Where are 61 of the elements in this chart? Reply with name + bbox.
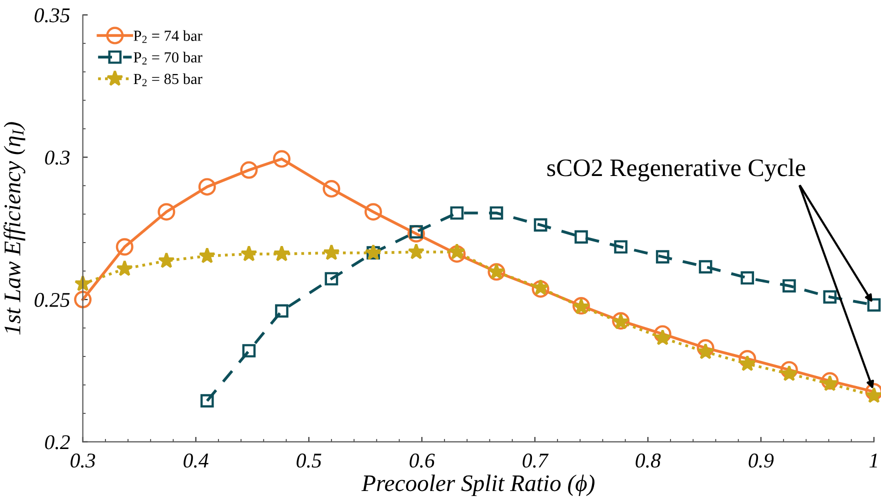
point bbox=[322, 180, 340, 198]
point bbox=[614, 240, 628, 254]
point bbox=[240, 161, 258, 179]
point bbox=[273, 245, 290, 262]
x-tick-label: 0.5 bbox=[296, 454, 322, 468]
point bbox=[200, 394, 214, 408]
x-tick-label: 0.6 bbox=[410, 454, 435, 468]
point bbox=[822, 375, 838, 392]
point bbox=[823, 290, 837, 304]
legend-label: P$_{2}$ = 85 bar bbox=[134, 73, 202, 86]
point bbox=[450, 206, 464, 220]
y-tick-label: 0.3 bbox=[45, 150, 70, 165]
point bbox=[656, 250, 670, 264]
x-tick-label: 0.3 bbox=[70, 454, 96, 468]
point bbox=[867, 298, 881, 312]
x-tick-label: 1 bbox=[869, 454, 877, 468]
y-tick-label: 0.2 bbox=[45, 435, 70, 450]
point bbox=[158, 203, 176, 221]
x-tick-label: 0.7 bbox=[522, 454, 549, 468]
annotation: sCO2 Regenerative Cycle bbox=[547, 158, 806, 182]
point bbox=[74, 290, 92, 308]
y-tick-label: 0.25 bbox=[34, 292, 70, 308]
point bbox=[782, 279, 796, 293]
point bbox=[780, 361, 798, 379]
point bbox=[448, 243, 466, 260]
point bbox=[490, 206, 504, 220]
point bbox=[324, 272, 338, 286]
legend-label: P$_{2}$ = 70 bar bbox=[134, 52, 202, 64]
y-tick-label: 0.35 bbox=[34, 8, 70, 22]
legend-label: P$_{2}$ = 74 bar bbox=[134, 30, 202, 43]
point bbox=[574, 230, 588, 244]
point bbox=[198, 178, 216, 196]
point bbox=[740, 271, 754, 285]
point bbox=[654, 325, 672, 343]
point bbox=[198, 247, 216, 264]
point bbox=[116, 238, 134, 256]
point bbox=[534, 218, 548, 232]
x-axis-title: Precooler Split Ratio (ϕ) bbox=[361, 474, 594, 496]
point bbox=[696, 339, 714, 357]
x-tick-label: 0.4 bbox=[184, 454, 208, 468]
point bbox=[275, 304, 288, 318]
point bbox=[698, 260, 712, 274]
x-tick-label: 0.9 bbox=[748, 454, 774, 468]
point bbox=[821, 372, 839, 390]
point bbox=[780, 365, 798, 382]
point bbox=[407, 225, 425, 243]
point bbox=[158, 252, 175, 268]
point bbox=[240, 245, 258, 262]
point bbox=[242, 344, 256, 358]
point bbox=[272, 150, 290, 168]
x-tick-label: 0.8 bbox=[636, 454, 661, 468]
point bbox=[738, 355, 756, 372]
point bbox=[738, 350, 756, 368]
point bbox=[654, 329, 671, 346]
point bbox=[364, 203, 382, 221]
point bbox=[697, 343, 714, 360]
point bbox=[116, 260, 134, 276]
point bbox=[448, 245, 466, 263]
point bbox=[408, 243, 425, 260]
y-axis-title: 1st Law Efficiency (η$_{I}$) bbox=[4, 122, 26, 335]
point bbox=[323, 244, 340, 260]
